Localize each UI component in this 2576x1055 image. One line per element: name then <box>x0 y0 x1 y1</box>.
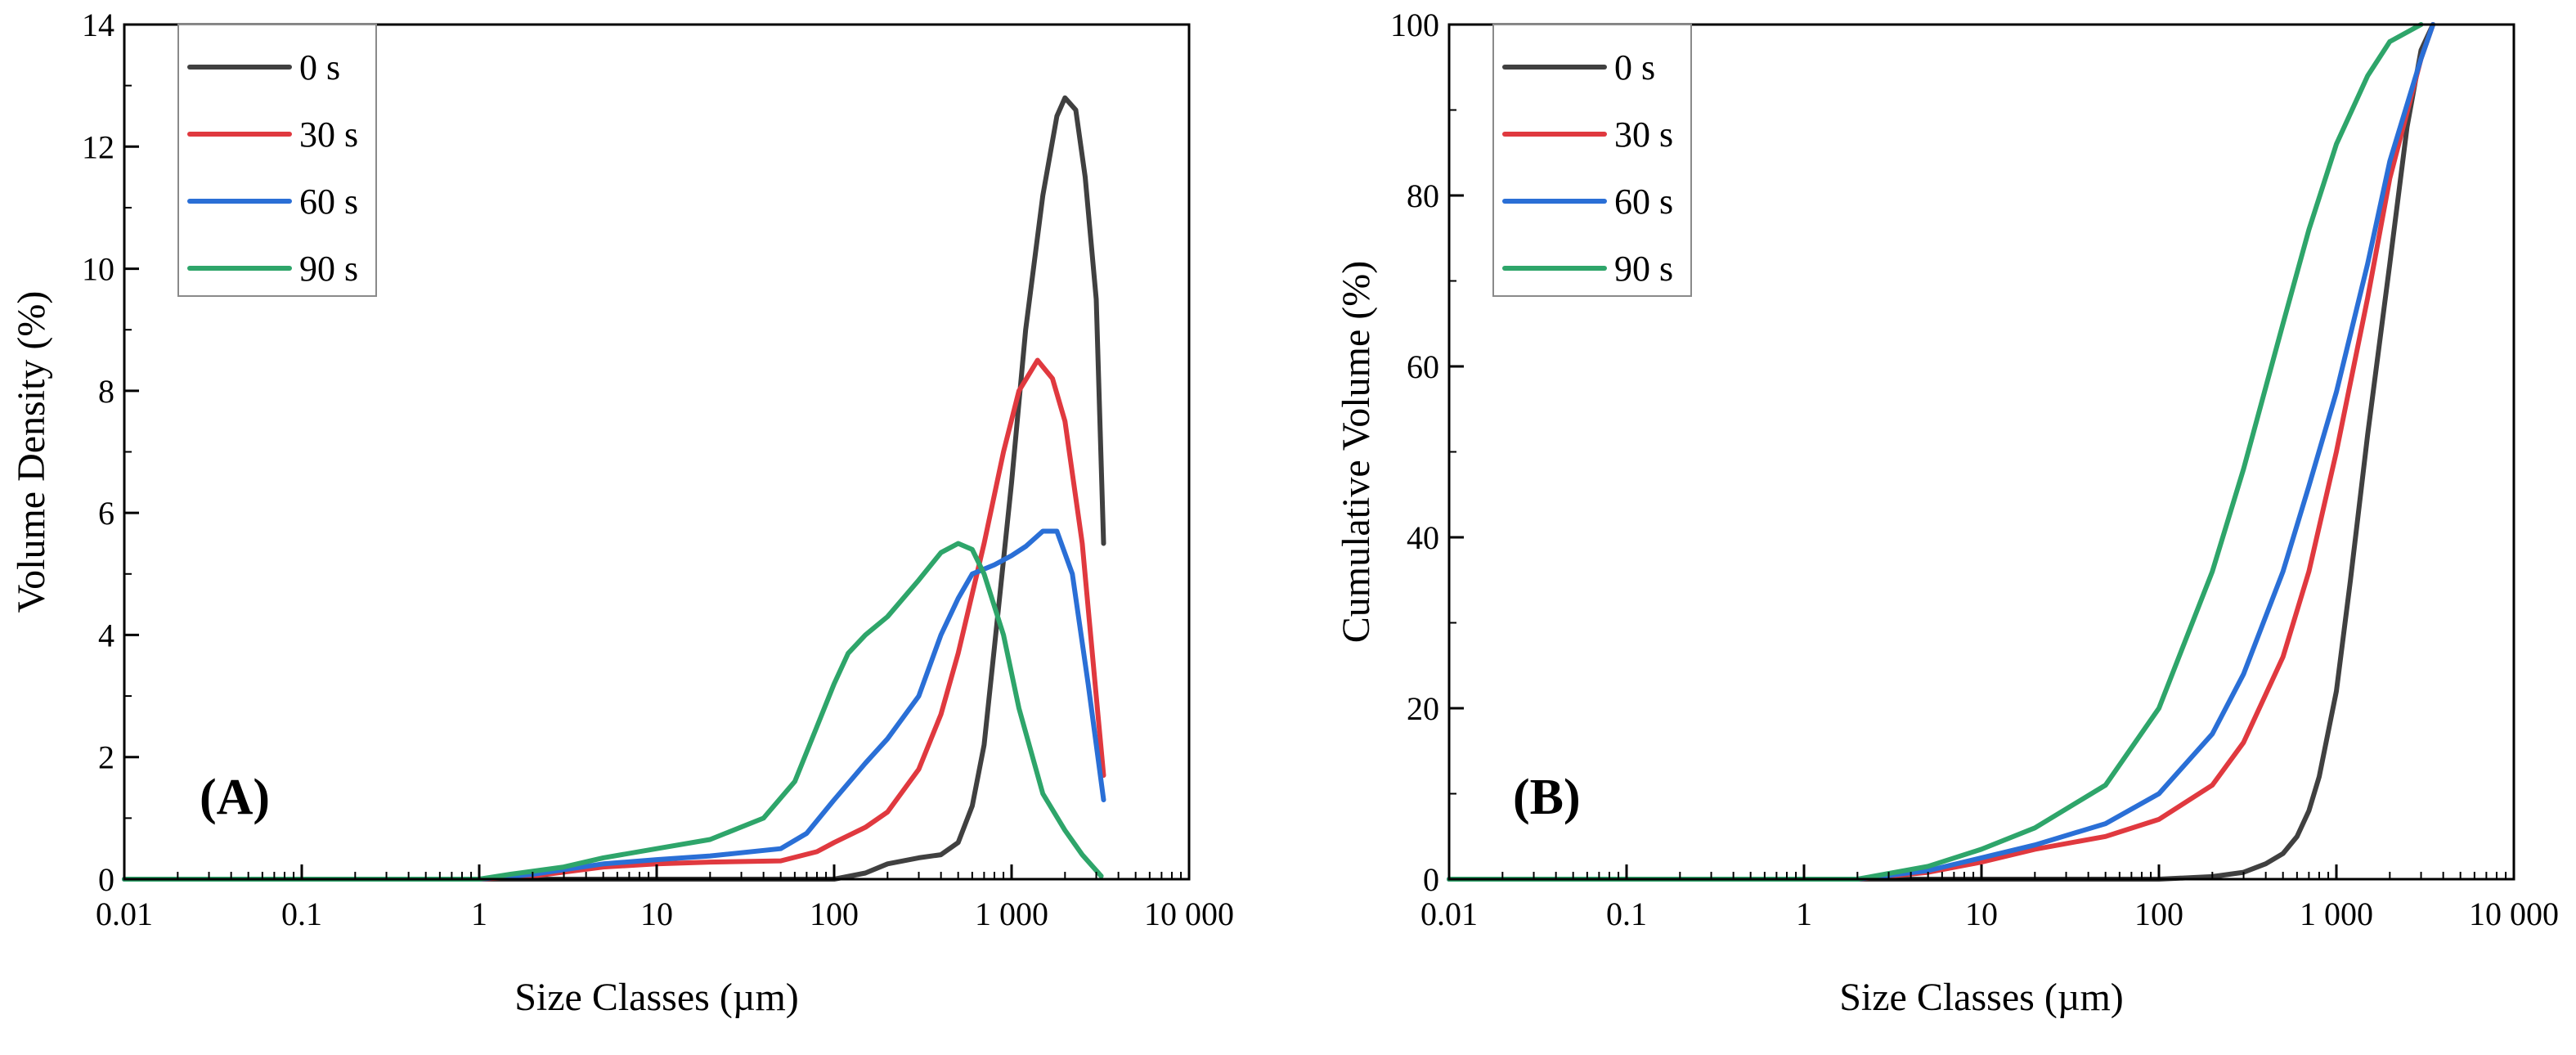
series-line-90s <box>1447 22 2424 882</box>
x-tick-label: 100 <box>2134 896 2183 932</box>
y-tick-label: 8 <box>98 373 114 410</box>
x-tick-label: 1 <box>1796 896 1812 932</box>
y-tick-label: 2 <box>98 739 114 776</box>
legend-item: 90 s <box>187 249 358 289</box>
legend-item: 90 s <box>1502 249 1673 289</box>
legend-item: 0 s <box>1502 47 1655 88</box>
x-axis-ticks: 0.01 0.1 1 10 100 1 000 10 000 <box>96 864 1234 932</box>
y-tick-label: 12 <box>82 128 114 165</box>
legend-item: 0 s <box>187 47 340 88</box>
series-line-30s <box>1447 22 2436 882</box>
y-axis-label: Cumulative Volume (%) <box>1335 261 1378 644</box>
y-axis-ticks: 0 2 4 6 8 10 12 14 <box>82 7 139 898</box>
y-tick-label: 0 <box>1423 861 1439 898</box>
x-tick-label: 0.1 <box>1606 896 1647 932</box>
x-axis-label: Size Classes (µm) <box>514 976 799 1019</box>
legend-label: 60 s <box>299 182 358 222</box>
y-axis-ticks: 0 20 40 60 80 100 <box>1390 7 1464 898</box>
series-lines <box>1447 22 2436 882</box>
legend-label: 0 s <box>299 47 340 88</box>
panel-label: (B) <box>1513 770 1581 825</box>
y-tick-label: 0 <box>98 861 114 898</box>
x-tick-label: 10 <box>1965 896 1998 932</box>
y-tick-label: 20 <box>1407 690 1439 727</box>
x-tick-label: 10 000 <box>2469 896 2559 932</box>
y-tick-label: 100 <box>1390 7 1439 43</box>
series-line-30s <box>122 357 1106 882</box>
x-axis-label: Size Classes (µm) <box>1839 976 2124 1019</box>
legend-label: 0 s <box>1614 47 1655 88</box>
chart-panel-b: 0.01 0.1 1 10 100 1 000 10 000 0 20 40 60 80 100 Size… <box>1335 7 2559 1019</box>
legend-item: 60 s <box>187 182 358 222</box>
series-line-0s <box>122 95 1106 882</box>
x-axis-ticks: 0.01 0.1 1 10 100 1 000 10 000 <box>1420 864 2559 932</box>
y-tick-label: 80 <box>1407 177 1439 214</box>
x-tick-label: 100 <box>810 896 859 932</box>
y-axis-label: Volume Density (%) <box>10 291 53 613</box>
y-tick-label: 6 <box>98 495 114 532</box>
y-tick-label: 60 <box>1407 348 1439 385</box>
legend-label: 60 s <box>1614 182 1673 222</box>
x-tick-label: 0.01 <box>96 896 153 932</box>
legend: 0 s 30 s 60 s 90 s <box>177 24 377 297</box>
x-tick-label: 10 000 <box>1144 896 1234 932</box>
series-line-60s <box>1447 22 2436 882</box>
x-tick-label: 0.1 <box>281 896 322 932</box>
x-tick-label: 1 000 <box>975 896 1048 932</box>
legend-box <box>177 24 377 297</box>
x-tick-label: 0.01 <box>1420 896 1478 932</box>
series-line-60s <box>122 528 1106 882</box>
x-tick-label: 1 000 <box>2300 896 2373 932</box>
x-tick-label: 1 <box>471 896 487 932</box>
series-lines <box>122 95 1106 882</box>
y-tick-label: 10 <box>82 251 114 288</box>
legend-label: 30 s <box>299 114 358 155</box>
y-tick-label: 14 <box>82 7 114 43</box>
x-tick-label: 10 <box>640 896 673 932</box>
legend-label: 90 s <box>1614 249 1673 289</box>
legend-label: 90 s <box>299 249 358 289</box>
legend-item: 30 s <box>187 114 358 155</box>
y-tick-label: 40 <box>1407 519 1439 556</box>
legend-item: 30 s <box>1502 114 1673 155</box>
legend-label: 30 s <box>1614 114 1673 155</box>
chart-panel-a: 0.01 0.1 1 10 100 1 000 10 000 0 2 4 6 8 10 12 14 Size … <box>10 7 1234 1019</box>
panel-label: (A) <box>200 770 270 825</box>
series-line-0s <box>1447 22 2436 882</box>
y-tick-label: 4 <box>98 617 114 653</box>
legend: 0 s 30 s 60 s 90 s <box>1492 24 1692 297</box>
legend-box <box>1492 24 1692 297</box>
series-line-90s <box>122 541 1104 882</box>
legend-item: 60 s <box>1502 182 1673 222</box>
